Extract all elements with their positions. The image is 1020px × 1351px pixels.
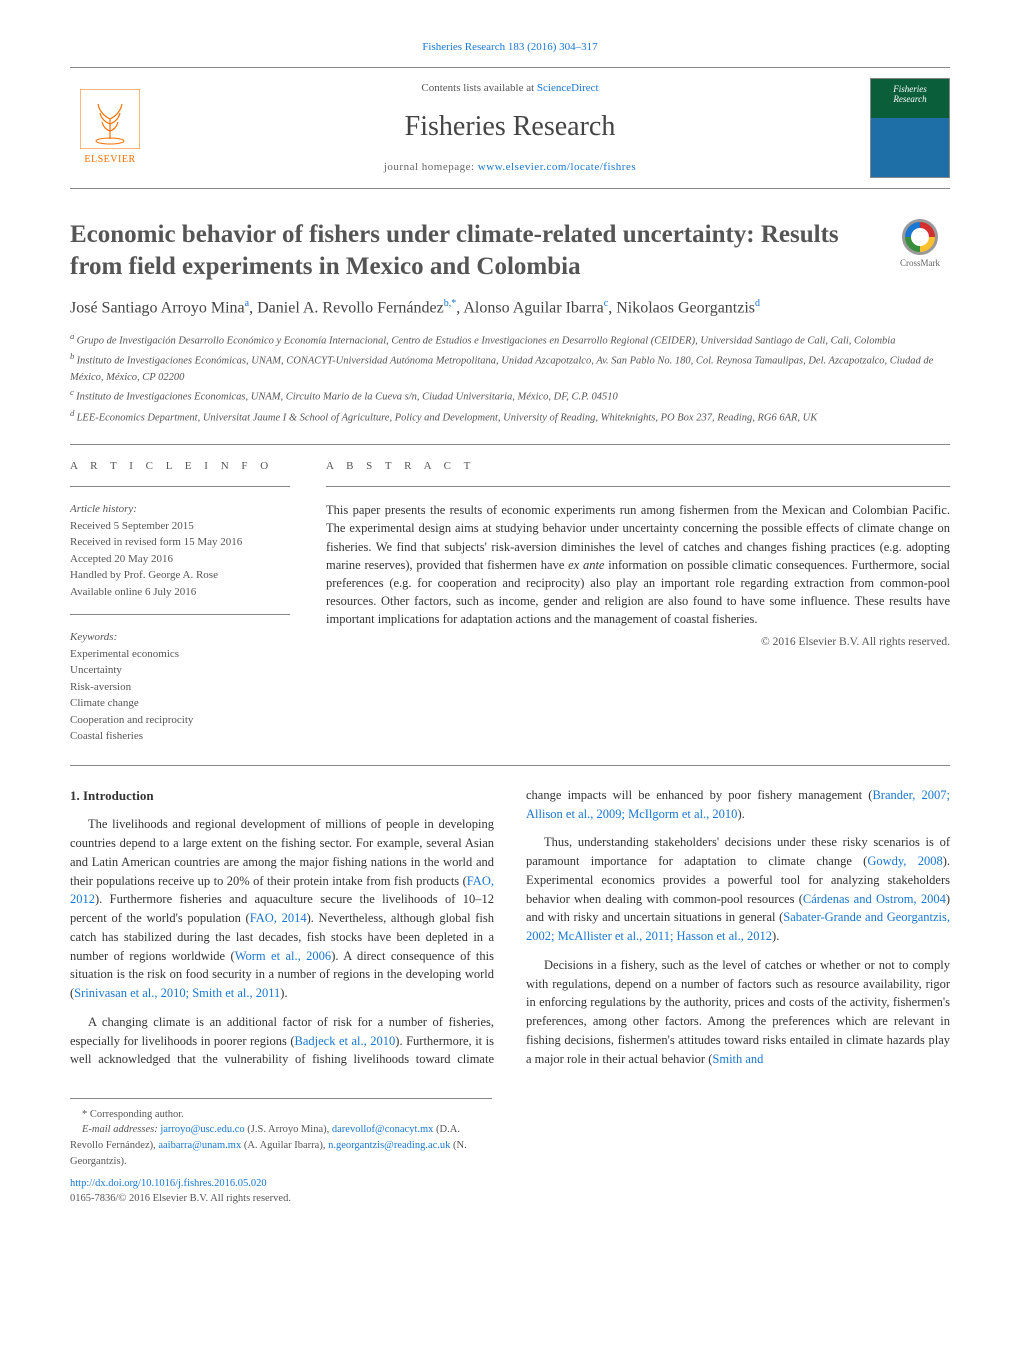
keyword: Cooperation and reciprocity (70, 712, 290, 729)
affiliation-line: c Instituto de Investigaciones Economica… (70, 386, 950, 405)
authors-line: José Santiago Arroyo Minaa, Daniel A. Re… (70, 296, 950, 320)
doi-link[interactable]: http://dx.doi.org/10.1016/j.fishres.2016… (70, 1178, 267, 1189)
journal-homepage-line: journal homepage: www.elsevier.com/locat… (170, 160, 850, 175)
cover-text-2: Research (893, 95, 926, 105)
affiliation-line: d LEE-Economics Department, Universitat … (70, 407, 950, 426)
corresponding-author-note: * Corresponding author. (70, 1107, 492, 1123)
journal-cover-thumbnail: Fisheries Research (870, 78, 950, 178)
history-line: Handled by Prof. George A. Rose (70, 567, 290, 584)
divider (70, 486, 290, 487)
crossmark-icon (902, 219, 938, 255)
keyword: Risk-aversion (70, 679, 290, 696)
keyword: Experimental economics (70, 646, 290, 663)
body-columns: 1. Introduction The livelihoods and regi… (70, 786, 950, 1074)
abstract-copyright: © 2016 Elsevier B.V. All rights reserved… (326, 634, 950, 650)
ref-link[interactable]: FAO, 2014 (250, 911, 307, 925)
ref-link[interactable]: Gowdy, 2008 (867, 854, 942, 868)
divider (70, 614, 290, 615)
ref-link[interactable]: Worm et al., 2006 (235, 949, 331, 963)
journal-homepage-link[interactable]: www.elsevier.com/locate/fishres (478, 161, 636, 173)
journal-name: Fisheries Research (170, 107, 850, 146)
history-line: Received in revised form 15 May 2016 (70, 534, 290, 551)
homepage-prefix: journal homepage: (384, 161, 478, 173)
keywords-head: Keywords: (70, 629, 290, 646)
publisher-logo: ELSEVIER (70, 83, 150, 173)
divider (326, 486, 950, 487)
history-line: Available online 6 July 2016 (70, 584, 290, 601)
intro-para-3: Thus, understanding stakeholders' decisi… (526, 833, 950, 946)
contents-available-line: Contents lists available at ScienceDirec… (170, 81, 850, 96)
abstract-text: This paper presents the results of econo… (326, 501, 950, 628)
section-1-heading: 1. Introduction (70, 786, 494, 806)
contents-prefix: Contents lists available at (421, 82, 536, 94)
abstract-column: A B S T R A C T This paper presents the … (326, 459, 950, 745)
intro-para-1: The livelihoods and regional development… (70, 815, 494, 1003)
ref-link[interactable]: Srinivasan et al., 2010; Smith et al., 2… (74, 986, 280, 1000)
footnote-block: * Corresponding author. E-mail addresses… (70, 1098, 492, 1208)
keyword: Coastal fisheries (70, 728, 290, 745)
abstract-heading: A B S T R A C T (326, 459, 950, 474)
email-link[interactable]: n.georgantzis@reading.ac.uk (328, 1140, 450, 1151)
intro-para-4: Decisions in a fishery, such as the leve… (526, 956, 950, 1069)
running-citation: Fisheries Research 183 (2016) 304–317 (70, 40, 950, 55)
article-title: Economic behavior of fishers under clima… (70, 219, 870, 282)
email-link[interactable]: darevollof@conacyt.mx (332, 1124, 434, 1135)
article-info-column: A R T I C L E I N F O Article history: R… (70, 459, 290, 745)
keyword: Climate change (70, 695, 290, 712)
divider (70, 765, 950, 766)
publisher-name: ELSEVIER (84, 153, 135, 167)
affiliation-line: a Grupo de Investigación Desarrollo Econ… (70, 330, 950, 349)
ref-link[interactable]: Smith and (712, 1052, 763, 1066)
crossmark-badge[interactable]: CrossMark (890, 219, 950, 270)
journal-header: ELSEVIER Contents lists available at Sci… (70, 67, 950, 189)
keyword: Uncertainty (70, 662, 290, 679)
email-link[interactable]: jarroyo@usc.edu.co (160, 1124, 244, 1135)
history-line: Accepted 20 May 2016 (70, 551, 290, 568)
ref-link[interactable]: Badjeck et al., 2010 (294, 1034, 395, 1048)
article-history-head: Article history: (70, 501, 290, 518)
issn-copyright: 0165-7836/© 2016 Elsevier B.V. All right… (70, 1193, 291, 1204)
sciencedirect-link[interactable]: ScienceDirect (537, 82, 599, 94)
header-center: Contents lists available at ScienceDirec… (170, 81, 850, 175)
history-line: Received 5 September 2015 (70, 518, 290, 535)
email-addresses: E-mail addresses: jarroyo@usc.edu.co (J.… (70, 1122, 492, 1169)
affiliations: a Grupo de Investigación Desarrollo Econ… (70, 330, 950, 426)
email-link[interactable]: aaibarra@unam.mx (158, 1140, 241, 1151)
article-info-heading: A R T I C L E I N F O (70, 459, 290, 474)
divider (70, 444, 950, 445)
affiliation-line: b Instituto de Investigaciones Económica… (70, 350, 950, 385)
elsevier-tree-icon (80, 89, 140, 149)
ref-link[interactable]: Cárdenas and Ostrom, 2004 (803, 892, 946, 906)
crossmark-label: CrossMark (900, 257, 940, 270)
